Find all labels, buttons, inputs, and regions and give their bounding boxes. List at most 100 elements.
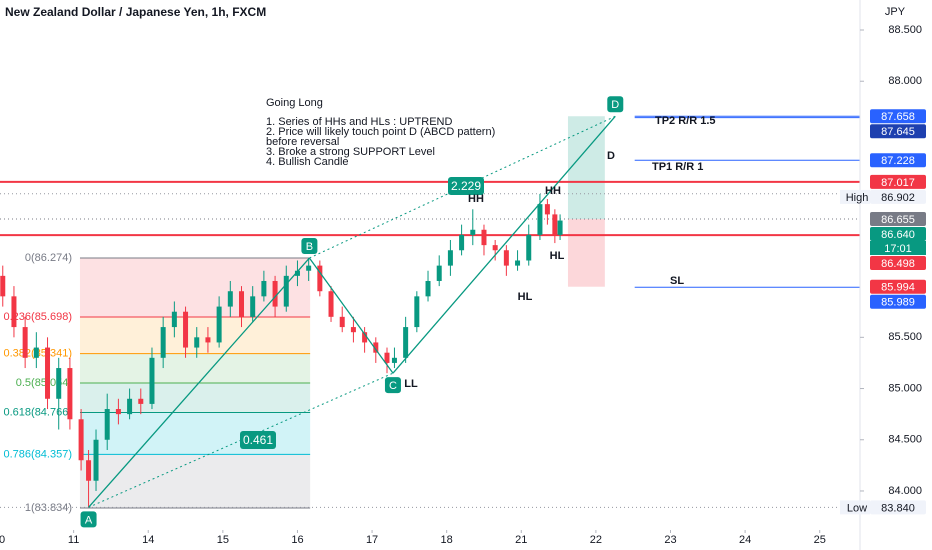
ratio-label: 2.229 (451, 179, 481, 193)
ratio-label: 0.461 (243, 433, 273, 447)
candle-body (544, 204, 550, 215)
x-tick-label: 10 (0, 534, 5, 546)
stop-zone (567, 219, 605, 287)
candle-body (194, 337, 200, 348)
price-tag (870, 174, 926, 189)
candle-body (205, 337, 211, 343)
y-tick-label: 88.000 (888, 75, 922, 87)
fib-label: 0(86.274) (25, 252, 72, 264)
x-tick-label: 11 (68, 534, 79, 546)
candle-body (160, 327, 166, 358)
x-tick-label: 18 (441, 534, 453, 546)
candle-body (227, 291, 233, 307)
price-tag (870, 227, 926, 242)
candle-body (391, 357, 397, 363)
candle-body (171, 311, 177, 328)
chart-label: LL (404, 378, 418, 390)
candle-body (216, 306, 222, 343)
pattern-leg (88, 257, 310, 508)
fib-zone (79, 258, 311, 318)
x-tick-label: 24 (739, 534, 751, 546)
x-tick-label: 23 (664, 534, 676, 546)
candle-body (459, 234, 465, 251)
candle-body (239, 291, 245, 317)
candle-body (515, 260, 521, 266)
candle-body (250, 296, 256, 317)
pattern-leg (308, 257, 394, 374)
chart-label: TP1 R/R 1 (652, 161, 703, 173)
chart-label: HL (518, 291, 533, 303)
candle-body (261, 280, 267, 297)
price-tag-label: 86.498 (881, 258, 915, 270)
pattern-point-label: A (85, 514, 93, 526)
candle-body (362, 332, 368, 343)
candle-body (272, 280, 278, 307)
annotation-title: Going Long (266, 97, 323, 109)
candle-body (526, 234, 532, 261)
price-tag (870, 109, 926, 124)
fib-label: 1(83.834) (25, 502, 72, 514)
pattern-point-label: C (389, 380, 397, 392)
chart-title: New Zealand Dollar / Japanese Yen, 1h, F… (5, 5, 266, 19)
price-tag (870, 189, 926, 204)
candle-body (436, 265, 442, 281)
pattern-point-label: D (611, 99, 619, 111)
candle-body (138, 398, 144, 404)
candle-body (492, 245, 498, 251)
candle-body (373, 342, 379, 353)
pattern-point (301, 238, 318, 255)
candle-body (86, 460, 92, 481)
candle-body (317, 265, 323, 292)
candle-body (557, 220, 563, 235)
candle-body (328, 291, 334, 317)
currency: JPY (885, 6, 906, 18)
candle-body (283, 275, 289, 307)
candle-body (11, 296, 17, 328)
price-tag (870, 294, 926, 309)
candle-body (384, 352, 390, 363)
price-tag (870, 279, 926, 294)
annotation-line: before reversal (266, 136, 339, 148)
annotation-line: 4. Bullish Candle (266, 156, 349, 168)
x-tick-label: 25 (814, 534, 826, 546)
fib-label: 0.236(85.698) (4, 311, 73, 323)
candle-body (503, 250, 509, 266)
pattern-ratio-line (309, 115, 616, 259)
candle-body (93, 439, 99, 481)
candle-body (481, 229, 487, 246)
x-tick-label: 21 (515, 534, 527, 546)
pattern-point (80, 511, 97, 528)
pattern-point (384, 377, 401, 394)
fib-zone (79, 317, 311, 354)
candle-body (183, 311, 189, 348)
chart-label: SL (670, 275, 684, 287)
candle-body (78, 419, 84, 461)
price-tag (870, 256, 926, 271)
price-tag-name-bg (840, 500, 870, 515)
price-tag-label: 86.902 (881, 192, 915, 204)
price-tag-name: Low (847, 502, 867, 514)
chart-label: TP2 R/R 1.5 (655, 115, 716, 127)
candle-body (306, 265, 312, 271)
price-tag-label: 86.640 (881, 229, 915, 241)
annotation-line: 3. Broke a strong SUPPORT Level (266, 146, 435, 158)
price-tag-label: 83.840 (881, 502, 915, 514)
ratio-badge (448, 177, 484, 195)
price-tag (870, 124, 926, 139)
chart-label: D (607, 150, 615, 162)
price-tag (870, 153, 926, 168)
x-tick-label: 15 (217, 534, 229, 546)
price-tag-label: 85.994 (881, 282, 915, 294)
price-tag-label: 87.017 (881, 177, 915, 189)
candle-body (67, 368, 73, 420)
y-tick-label: 84.500 (888, 434, 922, 446)
price-tag-sub: 17:01 (884, 243, 912, 255)
price-tag-label: 87.228 (881, 155, 915, 167)
price-tag-label: 86.655 (881, 214, 915, 226)
annotation-line: 2. Price will likely touch point D (ABCD… (266, 126, 495, 138)
pattern-point-label: B (306, 241, 313, 253)
pattern-point (607, 96, 624, 113)
candle-body (33, 347, 39, 358)
